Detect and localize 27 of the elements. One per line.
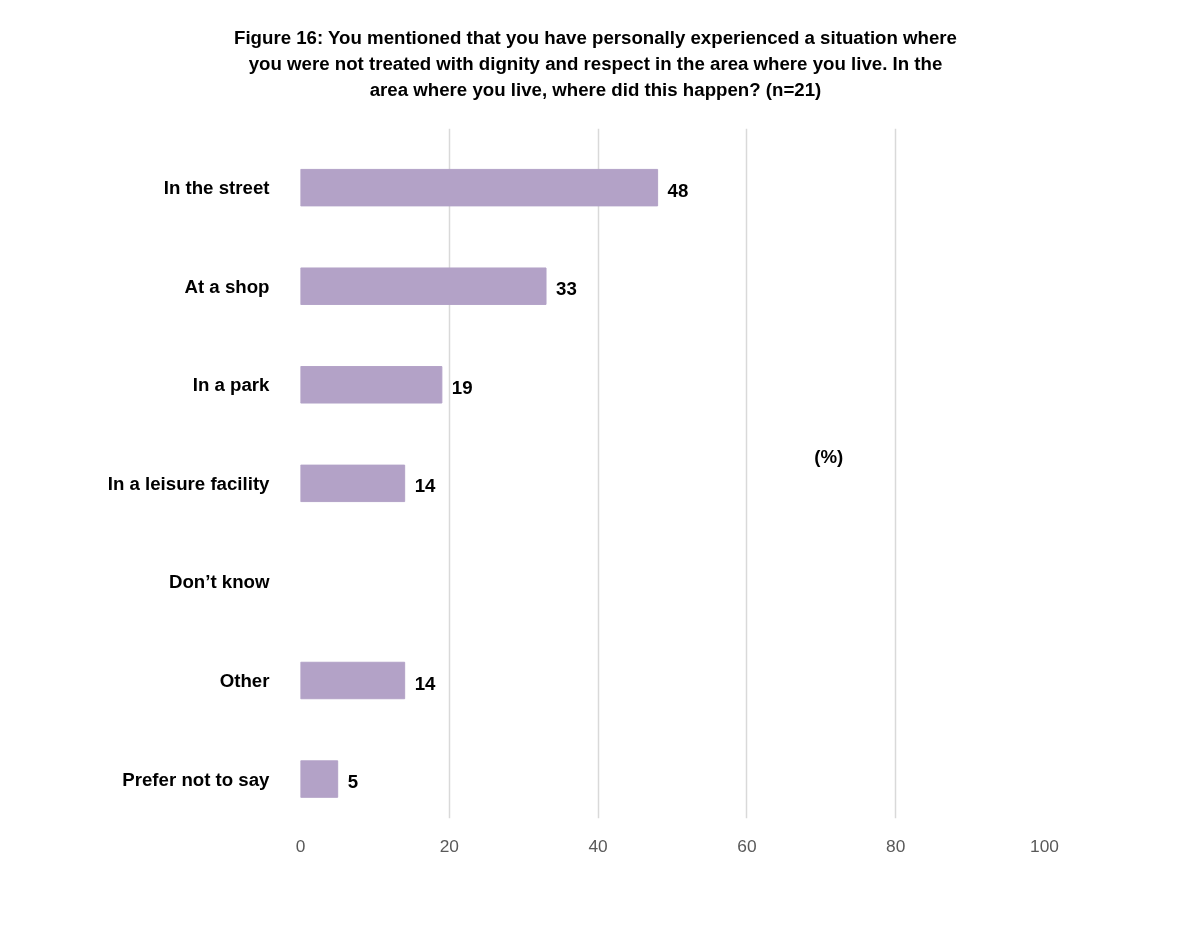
bar [300,267,547,306]
x-tick-label: 80 [886,835,906,856]
data-label: 19 [451,377,473,399]
bar [300,366,443,404]
y-tick-label: In a leisure facility [107,473,271,495]
bar [300,169,659,207]
y-tick-label: In the street [163,177,270,199]
data-label: 33 [556,278,577,300]
data-label: 5 [347,771,359,793]
y-tick-label: At a shop [184,276,270,298]
x-tick-label: 40 [588,835,608,856]
data-label: 14 [414,475,437,497]
y-tick-label: Other [219,670,270,692]
annotation: (%) [814,446,844,468]
y-tick-label: Prefer not to say [122,768,271,790]
y-tick-label: Don’t know [168,571,270,593]
bar [300,662,406,700]
x-tick-label: 0 [295,835,306,856]
data-label: 48 [667,180,689,202]
x-tick-label: 60 [737,835,757,856]
x-tick-label: 100 [1030,835,1059,856]
data-label: 14 [414,672,437,694]
chart-title: Figure 16: You mentioned that you have personally experienced a situation where you were not treated with dignity and respect in the area where you live. In the area where you live, where did this happen? (n=21) [234,26,957,103]
y-tick-label: In a park [192,374,271,396]
bar [300,760,339,799]
bar [300,465,406,503]
x-tick-label: 20 [439,835,459,856]
